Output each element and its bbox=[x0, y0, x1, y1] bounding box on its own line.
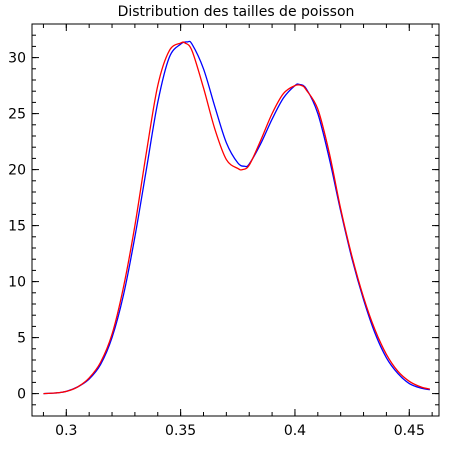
tick-labels: 0.3 0.35 0.4 0.45 0 5 10 15 20 25 30 bbox=[8, 51, 425, 439]
y-tick-label: 30 bbox=[8, 51, 26, 67]
y-tick-label: 25 bbox=[8, 107, 26, 123]
x-tick-label: 0.35 bbox=[165, 423, 196, 439]
plot-frame bbox=[31, 23, 440, 417]
y-tick-label: 5 bbox=[17, 331, 26, 347]
x-tick-label: 0.45 bbox=[394, 423, 425, 439]
series-line-blue bbox=[43, 40, 430, 395]
y-tick-label: 15 bbox=[8, 219, 26, 235]
axis-ticks bbox=[32, 23, 439, 417]
x-tick-label: 0.4 bbox=[284, 423, 306, 439]
series-layer bbox=[43, 40, 431, 395]
series-line-red bbox=[43, 41, 431, 395]
y-tick-label: 10 bbox=[8, 275, 26, 291]
y-tick-label: 0 bbox=[17, 387, 26, 403]
x-tick-label: 0.3 bbox=[55, 423, 77, 439]
chart-title: Distribution des tailles de poisson bbox=[118, 4, 355, 20]
y-tick-label: 20 bbox=[8, 163, 26, 179]
